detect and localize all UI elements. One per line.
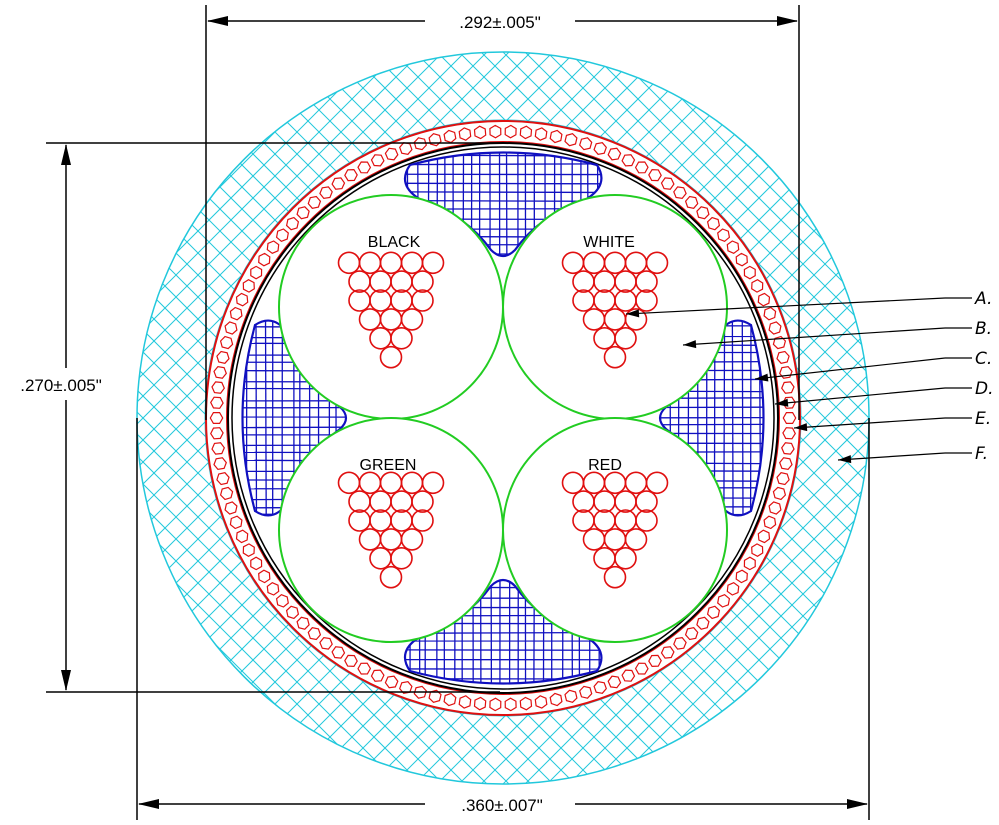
strand <box>635 509 658 532</box>
callout-b: B. <box>975 319 992 339</box>
strand <box>645 471 669 495</box>
conductor-label-black: BLACK <box>368 234 421 251</box>
strand <box>614 326 637 350</box>
conductor-label-green: GREEN <box>360 457 417 474</box>
conductor-white: WHITE <box>502 194 728 420</box>
callout-leaders <box>625 297 972 464</box>
dimension-bottom-label: .360±.007" <box>461 796 543 815</box>
filler-bottom <box>403 578 603 685</box>
dimension-top-width <box>205 5 800 420</box>
strand <box>635 490 658 513</box>
strand <box>390 546 413 570</box>
leader-b <box>682 327 972 349</box>
dimension-top-label: .292±.005" <box>459 13 541 32</box>
strand <box>614 546 637 570</box>
callout-f: F. <box>975 444 988 464</box>
conductors: BLACK WHITE GREEN RED <box>278 194 728 643</box>
strand <box>379 345 403 369</box>
leader-e <box>793 417 972 432</box>
dimension-left-height <box>46 142 500 693</box>
leader-a <box>625 297 972 318</box>
strand <box>411 270 434 293</box>
strand <box>645 251 669 275</box>
strand <box>624 308 648 331</box>
dimension-bottom-width <box>136 418 870 820</box>
strand <box>603 565 627 589</box>
strand <box>390 326 413 350</box>
callout-e: E. <box>975 409 991 429</box>
leader-f <box>837 452 972 464</box>
strand <box>635 289 658 312</box>
conductor-label-white: WHITE <box>583 234 635 251</box>
strand <box>411 509 434 532</box>
strand <box>635 270 658 293</box>
conductor-green: GREEN <box>278 417 504 643</box>
strand <box>379 565 403 589</box>
strand <box>624 528 648 551</box>
leader-d <box>774 387 972 407</box>
strand <box>603 345 627 369</box>
conductor-label-red: RED <box>588 457 622 474</box>
callout-c: C. <box>975 349 992 369</box>
strand <box>411 490 434 513</box>
leader-c <box>754 357 972 382</box>
strand <box>421 471 445 495</box>
conductor-red: RED <box>502 417 728 643</box>
callout-a: A. <box>974 289 992 309</box>
strand <box>411 289 434 312</box>
dimension-left-label: .270±.005" <box>20 376 102 395</box>
callout-d: D. <box>975 379 994 399</box>
strand <box>400 528 424 551</box>
conductor-black: BLACK <box>278 194 504 420</box>
strand <box>421 251 445 275</box>
strand <box>400 308 424 331</box>
